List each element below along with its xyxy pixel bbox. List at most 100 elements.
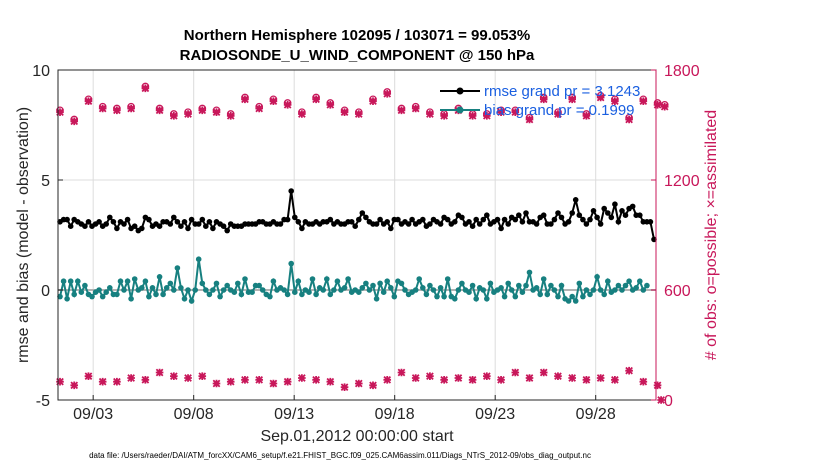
obs-assimilated-marker [141,84,150,93]
rmse-point [608,214,615,221]
bias-point [501,293,508,300]
rmse-point [466,219,472,225]
obs-low-marker [497,375,505,384]
bias-point [398,280,405,287]
obs-low-marker [554,372,562,381]
rmse-point [469,223,476,229]
bias-point [516,282,522,289]
bias-point [185,287,191,293]
rmse-point [476,221,483,227]
x-axis-ticks: 09/03 09/08 09/13 09/18 09/23 09/28 [73,395,616,423]
rmse-point [206,219,213,225]
bias-point [320,287,327,293]
obs-low-marker [369,381,377,390]
bias-point [238,291,245,298]
bias-point [590,287,597,293]
bias-point [249,289,255,296]
rmse-point [107,214,113,221]
bias-point [178,285,184,291]
bias-point [163,285,170,291]
bias-point [540,276,547,282]
obs-assimilated-marker [56,108,64,117]
bias-point [213,280,220,287]
bias-point [544,291,551,298]
bias-point [270,278,277,285]
rmse-point [473,216,480,223]
bias-point [146,293,152,300]
bias-point [259,287,266,293]
obs-low-marker [539,368,548,377]
bias-point [402,287,408,293]
obs-low-marker [340,383,349,392]
bias-point [615,282,622,289]
rmse-point [348,219,355,225]
bias-point [416,276,423,282]
bias-point [203,287,209,293]
rmse-point [580,216,586,223]
obs-low-marker [56,377,64,386]
obs-assimilated-marker [383,89,392,98]
obs-assimilated-marker [568,95,577,104]
grid [58,69,656,401]
bias-point [334,278,341,285]
bias-point [370,282,376,289]
bias-point [288,260,295,267]
rmse-point [572,197,579,203]
rmse-point [284,216,291,223]
rmse-point [594,214,600,221]
left-axis-ticks: -5 0 5 10 [32,63,63,410]
rmse-point [295,219,302,225]
bias-point [149,285,156,291]
rmse-point [523,210,529,216]
bias-series [57,256,650,305]
rmse-point [185,225,191,232]
legend-rmse-marker [456,87,464,95]
data-file-footer: data file: /Users/raeder/DAI/ATM_forcXX/… [89,451,591,460]
y-right-tick-label: 600 [664,283,691,300]
bias-point [299,291,305,298]
rmse-point [174,219,181,225]
rmse-point [114,225,120,232]
bias-point [423,291,430,298]
obs-low-marker [354,379,363,388]
obs-assimilated-marker [354,110,363,118]
rmse-point [629,203,636,210]
rmse-point [377,216,383,223]
bias-point [487,280,494,287]
rmse-point [181,219,188,225]
bias-point [459,280,465,287]
rmse-point [131,223,138,229]
obs-assimilated-marker [660,102,669,111]
obs-low-marker [582,375,591,384]
rmse-point [480,216,487,223]
rmse-point [64,216,70,223]
x-tick-label: 09/03 [73,406,113,423]
obs-low-marker [426,372,434,381]
obs-low-marker [198,372,207,381]
bias-point [309,276,316,282]
bias-point [345,276,351,282]
bias-point [192,287,198,293]
obs-low-marker [326,377,335,386]
obs-low-marker [440,375,448,384]
obs-assimilated-marker [539,95,548,104]
rmse-point [124,216,131,223]
bias-point [359,285,366,291]
bias-point [224,282,230,289]
bias-point [444,276,451,282]
bias-point [384,278,391,285]
obs-low-marker [127,374,135,382]
bias-point [331,287,337,293]
obs-assimilated-marker [283,100,292,109]
rmse-point [171,214,177,221]
rmse-point [459,214,465,221]
obs-low-marker [411,374,420,382]
x-axis-label: Sep.01,2012 00:00:00 start [260,428,454,445]
bias-point [82,282,88,289]
rmse-point [167,221,174,227]
obs-assimilated-marker [184,110,192,118]
obs-low-series [56,366,665,404]
obs-assimilated-marker [127,104,135,113]
rmse-point [505,221,512,227]
